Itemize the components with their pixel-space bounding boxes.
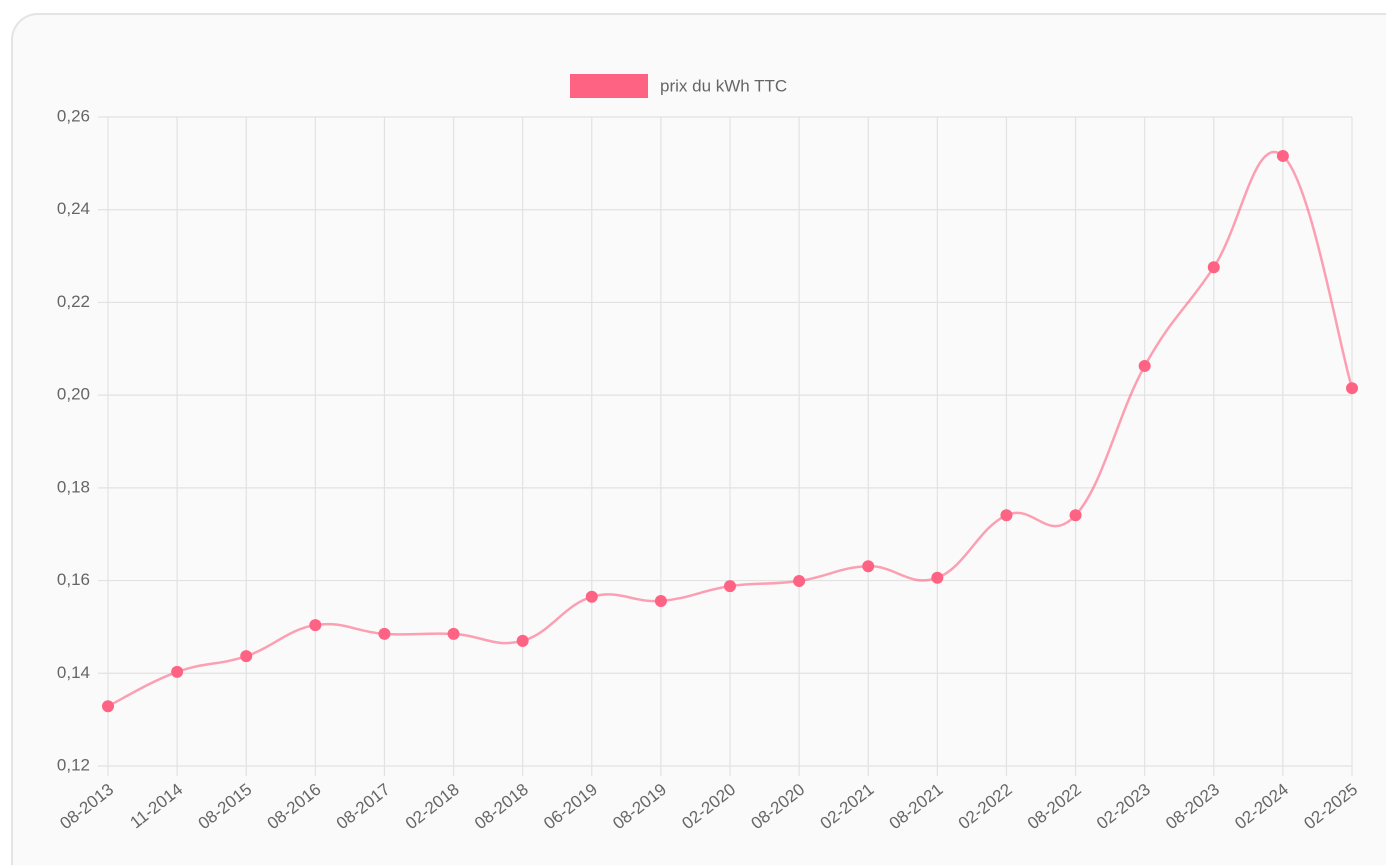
point [1138, 359, 1151, 372]
point [585, 590, 598, 603]
point [516, 634, 529, 647]
point [378, 627, 391, 640]
y-tick-label: 0,14 [57, 663, 90, 682]
y-tick-label: 0,16 [57, 570, 90, 589]
point [240, 650, 253, 663]
y-tick-label: 0,12 [57, 755, 90, 774]
point [102, 700, 114, 713]
point [447, 627, 460, 640]
point [1346, 382, 1358, 395]
y-tick-label: 0,20 [57, 385, 90, 404]
point [309, 619, 322, 632]
point [1207, 261, 1220, 274]
point [1276, 149, 1289, 162]
point [724, 580, 736, 593]
legend-label: prix du kWh TTC [660, 76, 787, 95]
point [654, 594, 667, 607]
point [931, 571, 944, 584]
point [1069, 509, 1082, 522]
legend-swatch [570, 74, 648, 98]
point [171, 665, 184, 678]
y-tick-label: 0,22 [57, 292, 90, 311]
y-tick-label: 0,18 [57, 477, 90, 496]
point [793, 575, 806, 588]
card [11, 13, 1386, 865]
y-tick-label: 0,24 [57, 199, 90, 218]
y-tick-label: 0,26 [57, 106, 90, 125]
point [862, 560, 875, 573]
point [1000, 509, 1013, 522]
